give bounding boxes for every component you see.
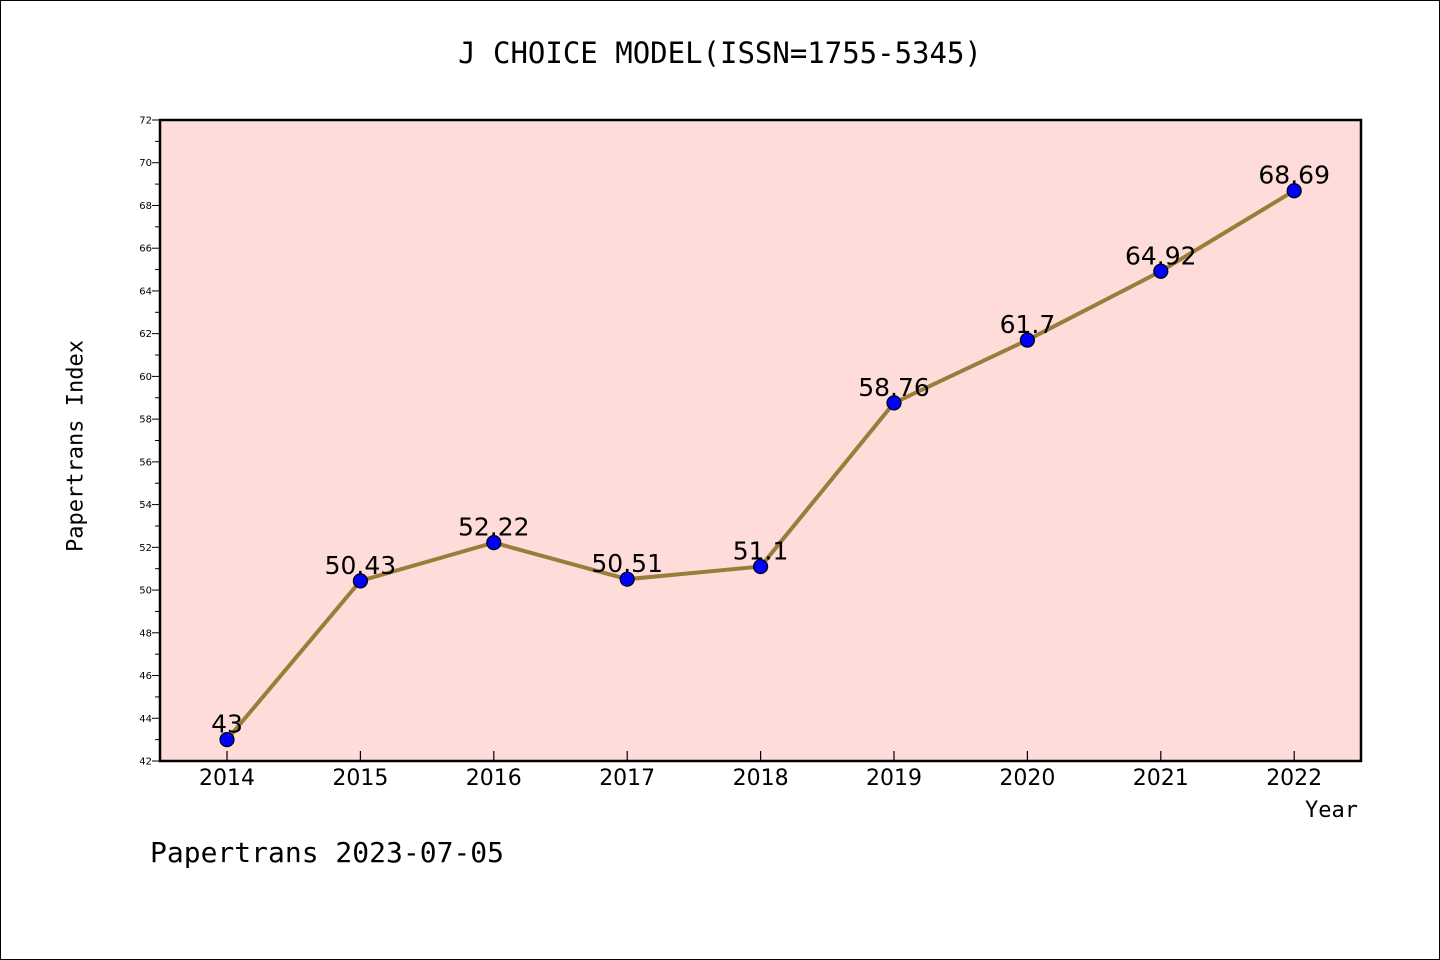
x-tick-label: 2017	[599, 766, 655, 791]
data-point	[1019, 332, 1036, 348]
x-tick-label: 2019	[866, 766, 922, 791]
data-label: 52.22	[458, 513, 530, 542]
x-tick-label: 2022	[1266, 766, 1322, 791]
y-tick-label: 42	[139, 757, 152, 768]
data-label: 43	[211, 710, 243, 739]
x-axis: 2014 2015 2016 2017 2018 2019 2020 2021 2022	[199, 751, 1322, 791]
y-tick-label: 66	[139, 244, 152, 255]
data-label: 50.43	[325, 551, 397, 580]
x-tick-label: 2020	[999, 766, 1055, 791]
x-tick-label: 2016	[466, 766, 522, 791]
y-tick-label: 70	[139, 158, 152, 169]
y-tick-label: 72	[139, 116, 152, 127]
y-tick-label: 48	[139, 628, 152, 639]
y-tick-label: 60	[139, 372, 152, 383]
y-tick-label: 68	[139, 201, 152, 212]
data-label: 68.69	[1258, 161, 1330, 190]
y-tick-label: 62	[139, 329, 152, 340]
data-point	[1286, 183, 1302, 199]
data-point	[352, 573, 368, 589]
y-tick-label: 46	[139, 671, 152, 682]
data-label: 50.51	[591, 549, 663, 578]
plot-area	[160, 120, 1361, 761]
y-tick-label: 64	[139, 286, 152, 297]
data-label: 61.7	[1000, 310, 1056, 339]
data-label: 51.1	[733, 537, 789, 566]
footer-stamp: Papertrans 2023-07-05	[150, 836, 505, 869]
data-point	[619, 571, 635, 587]
data-point	[886, 395, 902, 411]
x-tick-label: 2015	[332, 766, 388, 791]
data-point	[219, 732, 235, 748]
y-tick-label: 54	[139, 500, 152, 511]
series-layer	[219, 183, 1302, 748]
y-tick-label: 58	[139, 415, 152, 426]
y-tick-label: 56	[139, 457, 152, 468]
data-label: 64.92	[1125, 241, 1197, 270]
plot-border	[158, 118, 1363, 763]
x-tick-label: 2018	[733, 766, 789, 791]
y-tick-label: 44	[139, 714, 152, 725]
data-label-layer: 43 50.43 52.22 50.51 51.1 58.76 61.7 64.92 68.69	[211, 161, 1330, 739]
x-tick-label: 2014	[199, 766, 255, 791]
x-axis-label: Year	[1305, 798, 1358, 823]
x-tick-label: 2021	[1133, 766, 1189, 791]
chart-title: J CHOICE MODEL(ISSN=1755-5345)	[458, 36, 982, 70]
data-point	[486, 535, 502, 551]
y-tick-label: 50	[139, 586, 152, 597]
data-label: 58.76	[858, 373, 930, 402]
data-point	[752, 558, 769, 575]
data-point	[1153, 263, 1169, 279]
y-axis: 42 44 46 48 50 52 54 56 58 60 62 64 66 68 70 72	[139, 116, 160, 768]
y-tick-label: 52	[139, 543, 152, 554]
